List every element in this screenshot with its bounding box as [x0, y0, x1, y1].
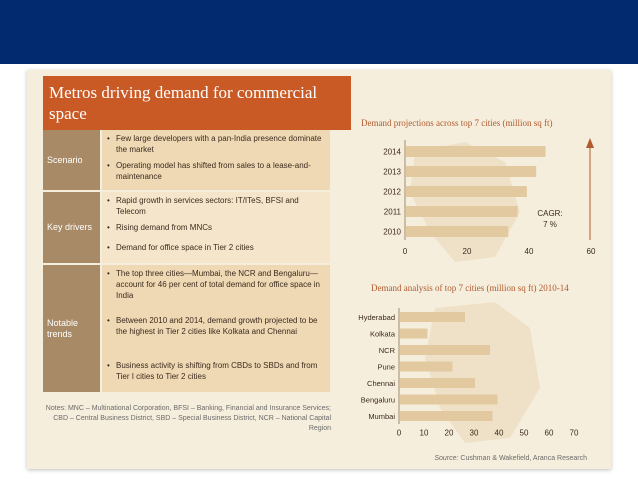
title-band: Metros driving demand for commercial spa… — [43, 76, 351, 130]
slide-title: Metros driving demand for commercial spa… — [49, 83, 318, 123]
x-tick-label: 30 — [470, 429, 479, 438]
table-row-key-drivers: Key drivers Rapid growth in services sec… — [43, 192, 330, 263]
cagr-label: CAGR: — [537, 209, 562, 218]
bullet-item: Between 2010 and 2014, demand growth pro… — [106, 315, 326, 337]
category-label: NCR — [379, 346, 396, 355]
bullet-item: Rapid growth in services sectors: IT/ITe… — [106, 195, 326, 217]
x-tick-label: 60 — [587, 247, 596, 256]
x-tick-label: 20 — [445, 429, 454, 438]
header-bar — [0, 0, 638, 64]
category-label: Kolkata — [370, 330, 396, 339]
bar-2011 — [406, 206, 518, 217]
x-tick-label: 40 — [525, 247, 534, 256]
category-label: 2014 — [383, 148, 401, 157]
category-label: 2013 — [383, 168, 401, 177]
india-map-shape — [425, 302, 540, 443]
category-label: Pune — [377, 363, 395, 372]
x-tick-label: 60 — [545, 429, 554, 438]
table-row-scenario: Scenario Few large developers with a pan… — [43, 130, 330, 190]
bar-hyderabad — [400, 312, 465, 322]
bar-kolkata — [400, 328, 428, 339]
category-label: Hyderabad — [358, 313, 395, 322]
bar-ncr — [400, 345, 490, 355]
x-tick-label: 20 — [463, 247, 472, 256]
bar-mumbai — [400, 411, 493, 421]
category-label: Bengaluru — [361, 396, 395, 405]
table-row-notable-trends: Notable trends The top three cities—Mumb… — [43, 265, 330, 392]
bar-bengaluru — [400, 394, 498, 405]
x-tick-label: 40 — [495, 429, 504, 438]
bar-2013 — [406, 166, 537, 177]
category-label: 2010 — [383, 228, 401, 237]
x-tick-label: 0 — [403, 247, 408, 256]
source-note: Source: Cushman & Wakefield, Aranca Rese… — [434, 455, 587, 462]
slide: Metros driving demand for commercial spa… — [27, 70, 611, 469]
cagr-value: 7 % — [543, 220, 557, 229]
bullet-item: Business activity is shifting from CBDs … — [106, 360, 326, 382]
x-tick-label: 50 — [520, 429, 529, 438]
bullet-item: Rising demand from MNCs — [106, 222, 326, 233]
row-label-key-drivers: Key drivers — [43, 192, 100, 263]
category-label: Chennai — [367, 379, 395, 388]
bar-pune — [400, 361, 453, 372]
row-label-scenario: Scenario — [43, 130, 100, 190]
bar-2014 — [406, 146, 546, 157]
row-label-notable-trends: Notable trends — [43, 265, 100, 392]
bar-chennai — [400, 378, 475, 388]
projections-chart: CAGR: 7 % 2014 2013 2012 2011 2010 0 20 40 60 — [383, 138, 596, 262]
footnotes: Notes: MNC – Multinational Corporation, … — [45, 405, 331, 432]
bullet-item: The top three cities—Mumbai, the NCR and… — [106, 268, 326, 301]
bullet-item: Operating model has shifted from sales t… — [106, 160, 326, 182]
chart-title-city-demand: Demand analysis of top 7 cities (million… — [371, 283, 569, 293]
india-map-shape — [410, 142, 520, 262]
category-label: 2011 — [384, 208, 402, 217]
x-tick-label: 70 — [570, 429, 579, 438]
x-tick-label: 0 — [397, 429, 402, 438]
x-tick-label: 10 — [420, 429, 429, 438]
category-label: Mumbai — [368, 412, 395, 421]
category-label: 2012 — [383, 188, 401, 197]
city-demand-chart: Hyderabad Kolkata NCR Pune Chennai Bengaluru M… — [358, 302, 579, 443]
cagr-arrowhead — [586, 138, 594, 148]
bullet-item: Few large developers with a pan-India pr… — [106, 133, 326, 155]
bar-2010 — [406, 226, 509, 237]
chart-title-projections: Demand projections across top 7 cities (… — [361, 118, 553, 128]
bar-2012 — [406, 186, 527, 197]
bullet-item: Demand for office space in Tier 2 cities — [106, 242, 326, 253]
